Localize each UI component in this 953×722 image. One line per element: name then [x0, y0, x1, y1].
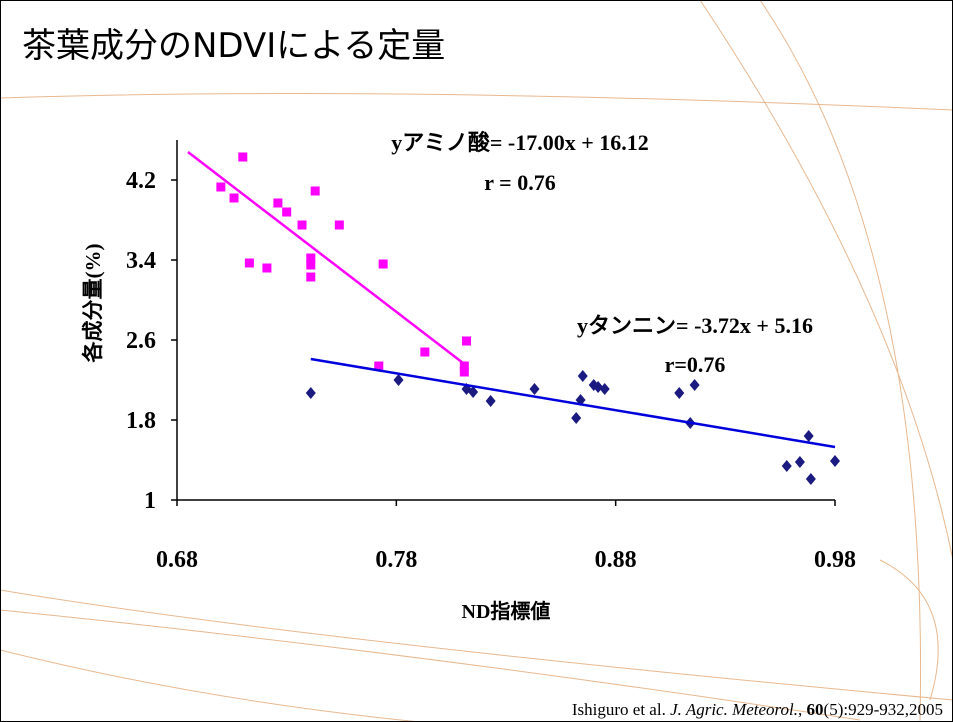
- point: [273, 198, 283, 208]
- x-axis-label: ND指標値: [462, 599, 551, 623]
- y-tick-label: 2.6: [126, 328, 156, 354]
- point: [229, 193, 239, 203]
- point: [459, 367, 469, 377]
- trend-line: [187, 151, 466, 365]
- annotation: yアミノ酸= -17.00x + 16.12: [391, 130, 648, 155]
- point: [306, 260, 316, 270]
- point: [297, 220, 307, 230]
- point: [805, 473, 816, 485]
- point: [529, 383, 540, 395]
- point: [689, 379, 700, 391]
- citation-volume: 60: [807, 700, 824, 719]
- point: [599, 383, 610, 395]
- point: [420, 347, 430, 357]
- point: [374, 361, 384, 371]
- point: [794, 456, 805, 468]
- annotation: r=0.76: [665, 352, 726, 377]
- point: [781, 460, 792, 472]
- point: [803, 430, 814, 442]
- citation: Ishiguro et al. J. Agric. Meteorol., 60(…: [572, 700, 943, 719]
- point: [485, 395, 496, 407]
- y-tick-label: 3.4: [126, 248, 156, 274]
- point: [244, 258, 254, 268]
- point: [674, 387, 685, 399]
- y-tick-label: 4.2: [126, 168, 156, 194]
- point: [262, 263, 272, 273]
- point: [571, 412, 582, 424]
- y-axis-label: 各成分量(%): [81, 244, 105, 364]
- x-tick-label: 0.98: [814, 547, 856, 573]
- point: [306, 272, 316, 282]
- point: [577, 370, 588, 382]
- point: [310, 186, 320, 196]
- point: [238, 152, 248, 162]
- point: [459, 361, 469, 371]
- annotation: r = 0.76: [484, 170, 555, 195]
- trend-line: [310, 357, 836, 449]
- point: [378, 259, 388, 269]
- x-tick-label: 0.78: [375, 547, 417, 573]
- annotation: yタンニン= -3.72x + 5.16: [577, 313, 813, 338]
- point: [305, 387, 316, 399]
- point: [334, 220, 344, 230]
- y-tick-label: 1.8: [126, 408, 156, 434]
- x-tick-label: 0.88: [595, 547, 637, 573]
- citation-authors: Ishiguro et al.: [572, 700, 670, 719]
- citation-rest: (5):929-932,2005: [824, 700, 943, 719]
- point: [306, 253, 316, 263]
- point: [462, 336, 472, 346]
- citation-sep: ,: [798, 700, 807, 719]
- point: [282, 207, 292, 217]
- y-tick-label: 1: [144, 488, 156, 514]
- slide-title: 茶葉成分のNDVIによる定量: [22, 26, 445, 66]
- point: [216, 182, 226, 192]
- point: [468, 386, 479, 398]
- point: [393, 374, 404, 386]
- citation-journal: J. Agric. Meteorol.: [670, 700, 798, 719]
- x-tick-label: 0.68: [156, 547, 198, 573]
- point: [830, 455, 840, 467]
